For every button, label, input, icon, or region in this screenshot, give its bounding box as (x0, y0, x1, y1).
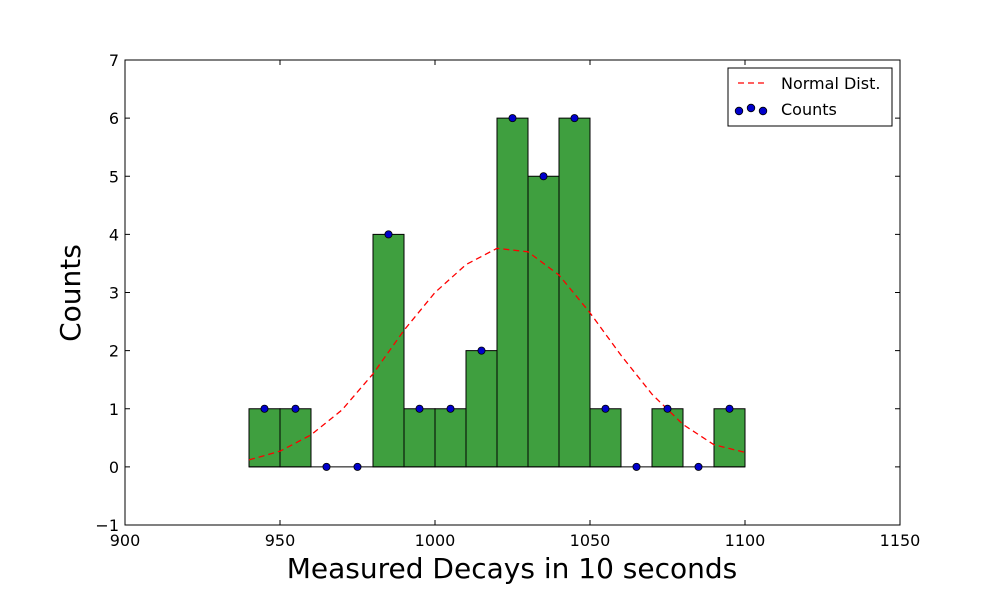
y-tick-label: 0 (109, 458, 119, 477)
x-tick-label: 1100 (725, 531, 766, 550)
x-axis-title: Measured Decays in 10 seconds (287, 552, 737, 585)
counts-point (384, 230, 393, 239)
counts-point (570, 114, 579, 123)
bars-layer (248, 117, 746, 468)
histogram-bar (248, 408, 281, 468)
y-tick-label: 4 (109, 225, 119, 244)
x-tick-label: 1000 (415, 531, 456, 550)
histogram-bar (403, 408, 436, 468)
legend-marker-2 (746, 103, 756, 113)
counts-point (663, 404, 672, 413)
counts-point (353, 462, 362, 471)
y-tick-label: 1 (109, 400, 119, 419)
legend-label-normal-dist: Normal Dist. (781, 74, 880, 93)
histogram-bar (651, 408, 684, 468)
histogram-bar (496, 117, 529, 468)
legend-box (727, 67, 893, 127)
normal-dist-line (248, 247, 746, 461)
counts-point (601, 404, 610, 413)
histogram-bar (527, 175, 560, 468)
y-tick-label: 2 (109, 342, 119, 361)
counts-point (632, 462, 641, 471)
counts-point (477, 346, 486, 355)
counts-point (415, 404, 424, 413)
y-tick-label: 7 (109, 51, 119, 70)
y-tick-label: 5 (109, 167, 119, 186)
y-tick-label: 6 (109, 109, 119, 128)
legend-label-counts: Counts (781, 100, 837, 119)
histogram-bar (372, 233, 405, 468)
counts-point (446, 404, 455, 413)
legend: Normal Dist. Counts (727, 67, 893, 127)
counts-points-layer (260, 114, 734, 471)
counts-point (291, 404, 300, 413)
legend-marker-3 (758, 106, 768, 116)
y-axis-title: Counts (54, 244, 87, 342)
counts-point (508, 114, 517, 123)
x-tick-label: 1150 (880, 531, 921, 550)
counts-point (694, 462, 703, 471)
tick-labels-layer: 900 950 1000 1050 1100 1150 −1 0 1 2 3 4 5 6 7 (95, 51, 920, 550)
legend-marker-1 (734, 106, 744, 116)
ticks-layer (124, 59, 901, 526)
y-tick-label: 3 (109, 284, 119, 303)
histogram-bar (434, 408, 467, 468)
x-tick-label: 900 (110, 531, 141, 550)
y-tick-label: −1 (95, 516, 119, 535)
counts-point (725, 404, 734, 413)
histogram-bar (713, 408, 746, 468)
histogram-bar (465, 350, 498, 468)
counts-point (322, 462, 331, 471)
histogram-bar (558, 117, 591, 468)
counts-point (260, 404, 269, 413)
x-tick-label: 1050 (570, 531, 611, 550)
histogram-bar (589, 408, 622, 468)
normal-dist-layer (248, 247, 746, 461)
x-tick-label: 950 (265, 531, 296, 550)
counts-point (539, 172, 548, 181)
